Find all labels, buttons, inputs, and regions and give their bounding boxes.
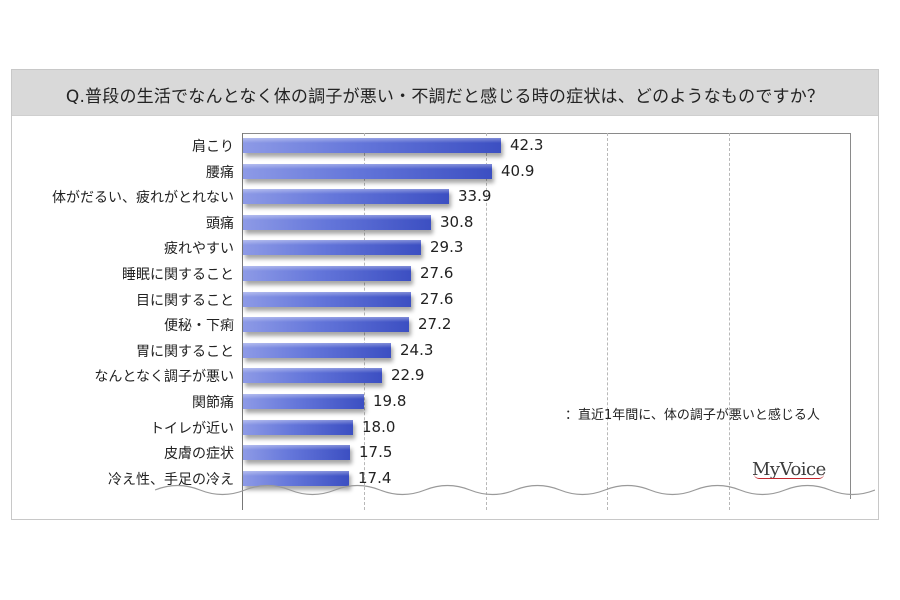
bar <box>243 240 421 255</box>
category-label: トイレが近い <box>150 421 234 437</box>
value-label: 29.3 <box>430 238 464 256</box>
bar <box>243 317 409 332</box>
category-label: 頭痛 <box>206 216 234 232</box>
bar <box>243 138 501 153</box>
category-label: 睡眠に関すること <box>122 267 234 283</box>
gridline <box>729 133 730 510</box>
value-label: 40.9 <box>501 162 535 180</box>
bar <box>243 471 349 486</box>
value-label: 17.4 <box>358 469 392 487</box>
category-label: 疲れやすい <box>164 241 234 257</box>
logo-swoosh-icon <box>754 474 824 479</box>
bar <box>243 266 411 281</box>
plot-area: 肩こり 42.3 腰痛 40.9 体がだるい、疲れがとれない 33.9 頭痛 30.8 疲れやす… <box>52 133 851 510</box>
y-axis-line <box>242 133 243 510</box>
myvoice-logo: MyVoice <box>752 459 826 480</box>
chart-title: Q.普段の生活でなんとなく体の調子が悪い・不調だと感じる時の症状は、どのようなも… <box>65 87 825 107</box>
axis-break-wave-icon <box>155 484 875 496</box>
value-label: 18.0 <box>362 418 396 436</box>
bar <box>243 368 382 383</box>
gridline <box>607 133 608 510</box>
value-label: 17.5 <box>359 443 393 461</box>
bar <box>243 394 364 409</box>
category-label: 冷え性、手足の冷え <box>108 472 234 488</box>
gridline <box>486 133 487 510</box>
value-label: 27.2 <box>418 315 452 333</box>
category-label: 関節痛 <box>192 395 234 411</box>
bar <box>243 215 431 230</box>
value-label: 27.6 <box>420 264 454 282</box>
category-label: 体がだるい、疲れがとれない <box>52 190 234 206</box>
bar <box>243 420 353 435</box>
category-label: 皮膚の症状 <box>164 446 234 462</box>
category-label: 腰痛 <box>206 165 234 181</box>
value-label: 24.3 <box>400 341 434 359</box>
category-label: 目に関すること <box>136 293 234 309</box>
title-bar: Q.普段の生活でなんとなく体の調子が悪い・不調だと感じる時の症状は、どのようなも… <box>12 70 878 116</box>
value-label: 22.9 <box>391 366 425 384</box>
bar <box>243 164 492 179</box>
category-label: なんとなく調子が悪い <box>94 369 234 385</box>
bar <box>243 292 411 307</box>
plot-border <box>242 133 851 499</box>
value-label: 19.8 <box>373 392 407 410</box>
value-label: 27.6 <box>420 290 454 308</box>
bar <box>243 445 350 460</box>
value-label: 42.3 <box>510 136 544 154</box>
value-label: 30.8 <box>440 213 474 231</box>
legend-note: ：直近1年間に、体の調子が悪いと感じる人 <box>565 408 820 423</box>
category-label: 肩こり <box>192 139 234 155</box>
category-label: 便秘・下痢 <box>164 318 234 334</box>
value-label: 33.9 <box>458 187 492 205</box>
category-label: 胃に関すること <box>136 344 234 360</box>
bar <box>243 343 391 358</box>
bar <box>243 189 449 204</box>
